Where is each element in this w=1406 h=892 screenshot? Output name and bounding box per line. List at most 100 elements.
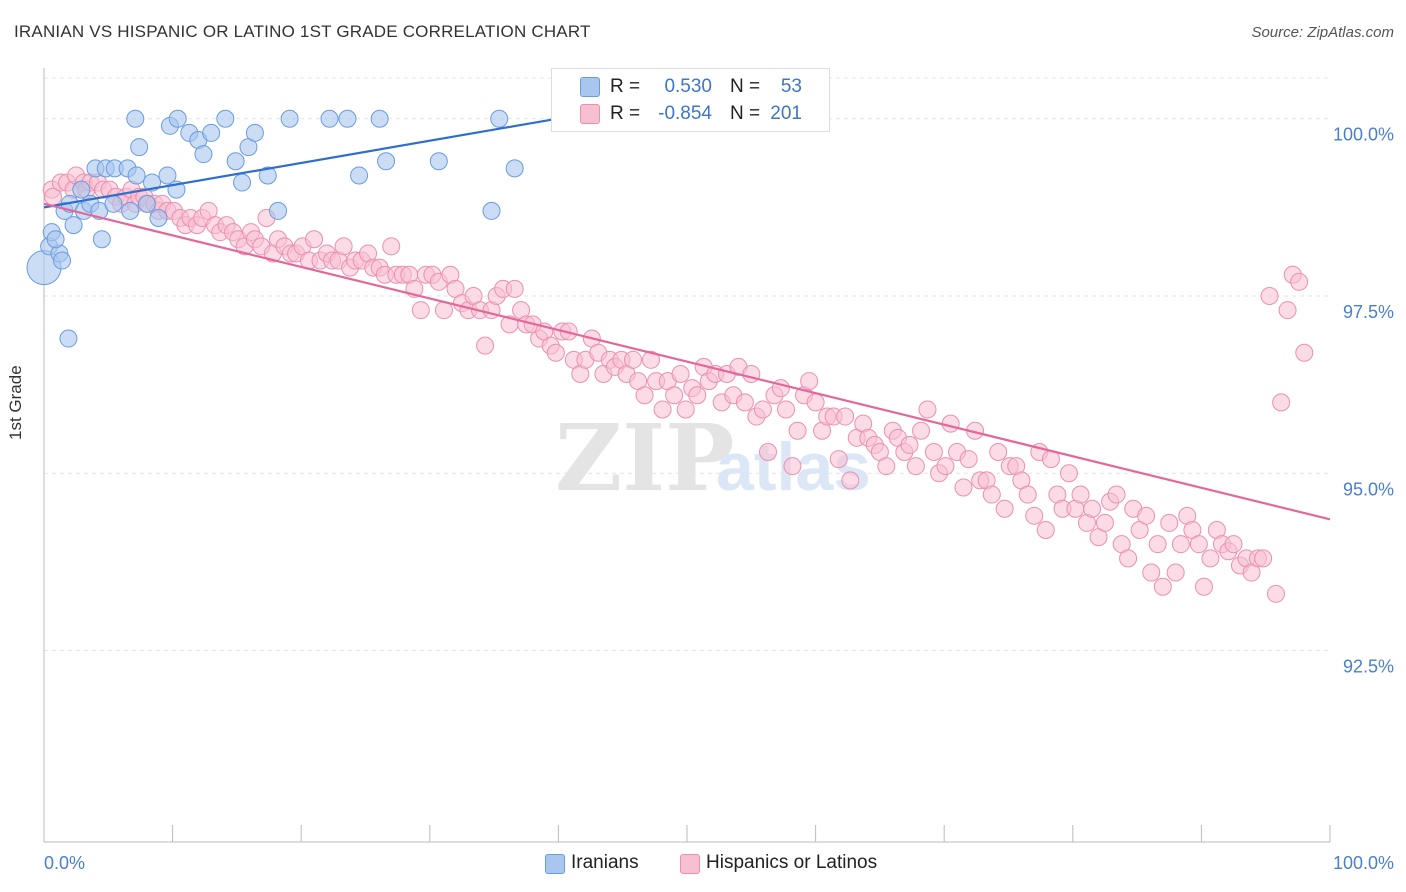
hispanic-point [665, 386, 684, 405]
iranian-point [258, 166, 277, 185]
iranian-point [505, 159, 524, 178]
iranian-point [226, 152, 245, 171]
hispanic-point [1224, 535, 1243, 554]
iranian-point [143, 173, 162, 192]
hispanic-point [877, 457, 896, 476]
hispanic-point [788, 421, 807, 440]
iranian-point [59, 329, 78, 348]
legend-r-value: -0.854 [658, 103, 712, 124]
axes [43, 68, 1331, 843]
hispanic-points [42, 166, 1314, 603]
hispanic-point [411, 301, 430, 320]
hispanic-point [1194, 577, 1213, 596]
legend-swatch-iranians [545, 854, 565, 874]
hispanic-point [912, 421, 931, 440]
hispanic-point [1201, 549, 1220, 568]
iranian-point [126, 109, 145, 128]
watermark-zip: ZIP [555, 404, 734, 512]
x-tick-label: 0.0% [44, 853, 85, 873]
hispanic-point [959, 450, 978, 469]
hispanic-point [777, 400, 796, 419]
hispanic-point [1290, 272, 1309, 291]
watermark: ZIP atlas [555, 404, 871, 512]
iranian-point [320, 109, 339, 128]
hispanic-point [1278, 301, 1297, 320]
iranian-point [127, 166, 146, 185]
hispanic-point [334, 237, 353, 256]
hispanic-point [982, 485, 1001, 504]
hispanic-point [676, 400, 695, 419]
hispanic-point [635, 386, 654, 405]
iranian-point [202, 123, 221, 142]
hispanic-point [1171, 535, 1190, 554]
iranian-points [26, 109, 587, 348]
legend-n-label: N = [730, 103, 761, 124]
hispanic-point [841, 471, 860, 490]
hispanic-point [1295, 343, 1314, 362]
iranian-point [350, 166, 369, 185]
hispanic-point [476, 336, 495, 355]
hispanic-point [1071, 485, 1090, 504]
hispanic-point [1025, 506, 1044, 525]
iranian-point [121, 201, 140, 220]
hispanic-trend-line [43, 202, 1331, 521]
iranian-trend-line [43, 114, 578, 209]
hispanic-point [1142, 563, 1161, 582]
iranian-point [338, 109, 357, 128]
hispanic-point [836, 407, 855, 426]
legend-label-hispanics: Hispanics or Latinos [706, 852, 878, 873]
hispanic-point [759, 443, 778, 461]
legend-swatch-hispanics [680, 854, 700, 874]
source-label: Source: ZipAtlas.com [1251, 24, 1394, 41]
iranian-point [137, 194, 156, 213]
hispanic-point [1018, 485, 1037, 504]
trend-lines [43, 114, 1331, 521]
legend-r-value: 0.530 [664, 76, 712, 97]
hispanic-point [1272, 393, 1291, 412]
hispanic-point [505, 279, 524, 298]
tick-labels: 100.0% 97.5% 95.0% 92.5% 0.0% 100.0% [44, 125, 1394, 873]
hispanic-point [1137, 506, 1156, 525]
hispanic-point [753, 400, 772, 419]
hispanic-point [954, 478, 973, 497]
iranian-point [490, 109, 509, 128]
iranian-point [72, 180, 91, 199]
chart-title: IRANIAN VS HISPANIC OR LATINO 1ST GRADE … [14, 22, 591, 41]
hispanic-point [906, 457, 925, 476]
y-tick-label: 95.0% [1343, 479, 1394, 499]
hispanic-point [1095, 513, 1114, 532]
x-tick-label: 100.0% [1333, 853, 1394, 873]
iranian-point [216, 109, 235, 128]
hispanic-point [924, 443, 943, 461]
hispanic-point [1189, 535, 1208, 554]
legend-n-value: 201 [770, 103, 802, 124]
hispanic-point [735, 393, 754, 412]
hispanic-point [546, 343, 565, 362]
hispanic-point [1119, 549, 1138, 568]
iranian-point [158, 166, 177, 185]
iranian-point [168, 109, 187, 128]
hispanic-point [1148, 535, 1167, 554]
iranian-point [53, 251, 72, 270]
iranian-point [46, 230, 65, 249]
hispanic-point [1254, 549, 1273, 568]
hispanic-point [989, 443, 1008, 461]
iranian-point [269, 201, 288, 220]
hispanic-point [995, 499, 1014, 518]
hispanic-point [918, 400, 937, 419]
hispanic-point [623, 350, 642, 369]
legend-r-label: R = [610, 76, 641, 97]
iranian-point [482, 201, 501, 220]
hispanic-point [1153, 577, 1172, 596]
hispanic-point [653, 400, 672, 419]
legend-n-value: 53 [780, 76, 802, 97]
iranian-point [130, 138, 149, 157]
y-tick-label: 100.0% [1333, 125, 1394, 145]
iranian-point [194, 145, 213, 164]
y-tick-label: 97.5% [1343, 302, 1394, 322]
hispanic-point [806, 393, 825, 412]
iranian-point [377, 152, 396, 171]
legend-r-label: R = [610, 103, 641, 124]
iranian-point [233, 173, 252, 192]
hispanic-point [688, 386, 707, 405]
